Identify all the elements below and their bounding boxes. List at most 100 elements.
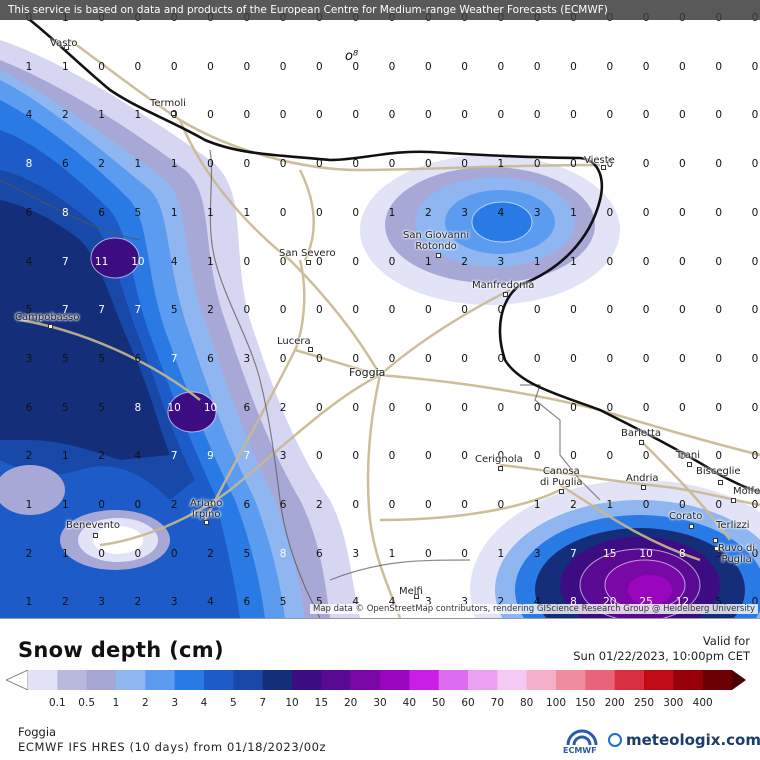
city-marker	[306, 260, 311, 265]
city-label: San Severo	[279, 248, 336, 259]
grid-value: 0	[642, 499, 650, 511]
grid-value: 0	[316, 304, 323, 317]
snow-depth-layer: o⁸	[0, 18, 760, 618]
scale-swatch	[497, 670, 528, 690]
scale-tick-label: 1	[112, 697, 120, 709]
grid-value: 4	[497, 206, 505, 219]
grid-value: 2	[98, 450, 105, 463]
grid-value: 0	[606, 158, 614, 171]
grid-value: 10	[131, 255, 145, 268]
grid-value: 2	[25, 450, 33, 463]
grid-value: 0	[352, 352, 360, 365]
forecast-map[interactable]: o⁸ 0100000000000000000001100000000000000…	[0, 0, 760, 619]
grid-value: 2	[170, 499, 178, 511]
scale-swatch	[174, 670, 205, 690]
grid-value: 2	[316, 499, 323, 511]
grid-value: 0	[606, 109, 614, 122]
grid-value: 0	[316, 158, 323, 171]
city-label: Ruvo di Puglia	[718, 543, 756, 565]
grid-value: 1	[606, 499, 614, 511]
grid-value: 6	[243, 499, 251, 511]
ecmwf-logo-icon	[566, 729, 598, 746]
grid-value: 0	[352, 60, 360, 73]
grid-value: 2	[424, 206, 432, 219]
grid-value: 0	[497, 499, 505, 511]
grid-value: 0	[134, 60, 142, 73]
scale-swatch	[556, 670, 586, 690]
scale-tick-label: 20	[343, 697, 358, 709]
grid-value: 0	[388, 352, 396, 365]
grid-value: 0	[424, 450, 432, 463]
grid-value: 2	[207, 547, 214, 560]
grid-value: 0	[606, 304, 614, 317]
grid-value: 5	[98, 401, 105, 414]
grid-value: 0	[461, 60, 468, 73]
grid-value: 0	[98, 499, 105, 511]
grid-value: 0	[352, 158, 360, 171]
meteologix-brand[interactable]: meteologix.com	[626, 731, 760, 749]
grid-value: 0	[533, 60, 541, 73]
city-label: Ariano Irpino	[190, 498, 223, 520]
grid-value: 0	[606, 255, 614, 268]
grid-value: 1	[497, 158, 505, 171]
scale-tick-label: 15	[314, 697, 329, 709]
map-attribution[interactable]: Map data © OpenStreetMap contributors, r…	[310, 604, 758, 614]
scale-tick-label: 40	[402, 697, 417, 709]
grid-value: 1	[570, 206, 577, 219]
grid-value: 1	[61, 547, 69, 560]
grid-value: 7	[170, 450, 178, 463]
grid-value: 0	[170, 60, 178, 73]
color-scale-labels: 0.1 0.5 1 2 3 4 5 7 10 15 20 30 40 50 60 70 80 100 150 200 2…	[0, 697, 760, 711]
grid-value: 1	[533, 499, 541, 511]
scale-swatch	[262, 670, 293, 690]
grid-value: 6	[134, 352, 142, 365]
grid-value: 6	[98, 206, 105, 219]
scale-tick-label: 7	[259, 697, 266, 709]
grid-value: 0	[497, 60, 505, 73]
grid-value: 0	[497, 352, 505, 365]
grid-value: 0	[715, 499, 723, 511]
city-label: Vieste	[584, 155, 615, 166]
legend-title: Snow depth (cm)	[18, 638, 224, 662]
city-marker	[376, 370, 381, 375]
grid-value: 0	[606, 352, 614, 365]
grid-value: 3	[533, 547, 541, 560]
grid-value: 2	[61, 596, 69, 609]
grid-value: 0	[424, 401, 432, 414]
grid-value: 6	[207, 352, 214, 365]
grid-value: 0	[679, 206, 686, 219]
grid-value: 0	[388, 109, 396, 122]
grid-value: 1	[61, 450, 69, 463]
valid-datetime: Sun 01/22/2023, 10:00pm CET	[573, 649, 750, 663]
grid-value: 11	[94, 255, 109, 268]
grid-value: 0	[424, 109, 432, 122]
city-marker	[689, 524, 694, 529]
grid-value: 1	[424, 255, 432, 268]
grid-value: 0	[352, 255, 360, 268]
grid-value: 6	[316, 547, 323, 560]
grid-value: 0	[207, 109, 214, 122]
coastline	[29, 18, 760, 494]
city-marker	[718, 480, 723, 485]
grid-value: 0	[461, 304, 468, 317]
city-label: Corato	[669, 511, 703, 522]
grid-value: 0	[751, 60, 759, 73]
grid-value: 6	[25, 206, 33, 219]
grid-value: 6	[61, 158, 69, 171]
grid-value: 0	[642, 352, 650, 365]
grid-value: 5	[279, 596, 287, 609]
city-label: Lucera	[277, 336, 311, 347]
grid-value: 8	[279, 547, 287, 560]
scale-tick-label: 30	[373, 697, 387, 709]
grid-value: 3	[279, 450, 287, 463]
grid-value: 3	[25, 352, 33, 365]
grid-value: 3	[424, 596, 432, 609]
grid-value: 1	[170, 206, 178, 219]
grid-value: 0	[570, 304, 577, 317]
grid-value: 0	[715, 158, 723, 171]
grid-value: 6	[279, 499, 287, 511]
grid-value: 0	[679, 401, 686, 414]
color-scale	[6, 670, 746, 690]
scale-swatch	[57, 670, 88, 690]
city-label: Foggia	[349, 366, 386, 379]
